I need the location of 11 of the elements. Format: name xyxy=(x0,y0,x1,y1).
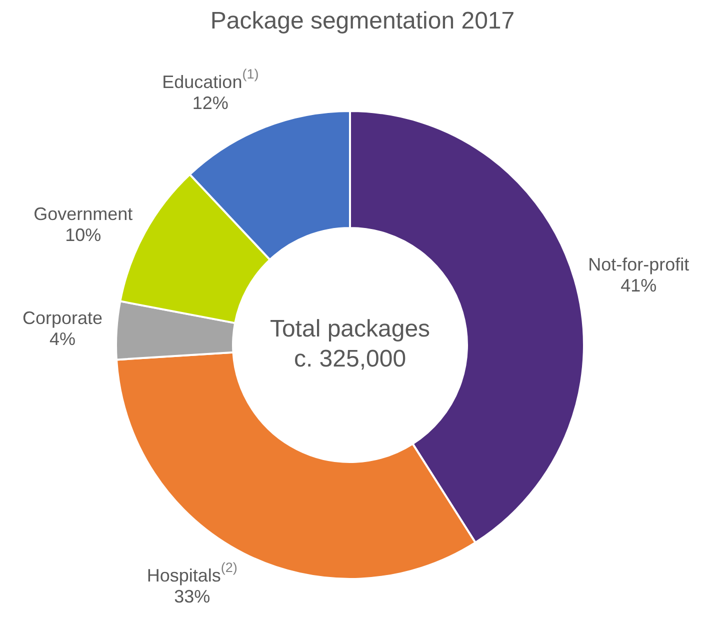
data-label: 41% xyxy=(620,275,657,296)
data-label: 12% xyxy=(192,92,228,113)
text: c. 325,000 xyxy=(294,346,406,373)
data-label: 4% xyxy=(49,328,76,349)
slice-label: Government xyxy=(34,204,133,224)
data-label: 33% xyxy=(174,586,210,606)
slice-label: Corporate xyxy=(22,308,102,328)
text: Total packages xyxy=(270,316,430,343)
chart-title: Package segmentation 2017 xyxy=(210,8,515,35)
slice-label: Not-for-profit xyxy=(588,254,690,274)
data-label: 10% xyxy=(65,224,102,245)
